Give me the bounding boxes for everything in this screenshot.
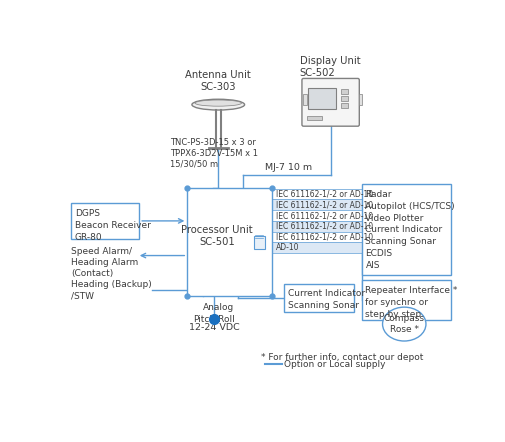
Bar	[302, 94, 306, 105]
Bar	[361, 280, 450, 320]
Text: IEC 611162-1/-2 or AD-10: IEC 611162-1/-2 or AD-10	[275, 222, 372, 231]
Text: AD-10: AD-10	[275, 244, 298, 252]
Text: Speed Alarm/
Heading Alarm
(Contact): Speed Alarm/ Heading Alarm (Contact)	[71, 247, 138, 278]
Text: Heading (Backup)
/STW: Heading (Backup) /STW	[71, 280, 152, 300]
Bar	[306, 116, 322, 120]
FancyBboxPatch shape	[254, 236, 264, 248]
Bar	[272, 199, 361, 210]
Text: Current Indicator
Scanning Sonar: Current Indicator Scanning Sonar	[287, 290, 365, 310]
Ellipse shape	[191, 99, 244, 110]
Text: Option or Local supply: Option or Local supply	[284, 360, 385, 369]
Text: Radar
Autopilot (HCS/TCS)
Video Plotter
Current Indicator
Scanning Sonar
ECDIS
A: Radar Autopilot (HCS/TCS) Video Plotter …	[365, 190, 454, 270]
Text: Analog
Pitch/Roll: Analog Pitch/Roll	[192, 303, 234, 324]
Bar	[358, 94, 362, 105]
Bar	[361, 184, 450, 275]
Ellipse shape	[194, 100, 241, 106]
Bar	[341, 103, 347, 108]
Bar	[284, 284, 353, 312]
Bar	[272, 243, 361, 253]
Text: MJ-7 10 m: MJ-7 10 m	[264, 163, 311, 171]
Text: Display Unit
SC-502: Display Unit SC-502	[299, 56, 360, 78]
Text: IEC 611162-1/-2 or AD-10: IEC 611162-1/-2 or AD-10	[275, 190, 372, 198]
Text: IEC 611162-1/-2 or AD-10: IEC 611162-1/-2 or AD-10	[275, 200, 372, 209]
Bar	[341, 96, 347, 101]
Text: IEC 611162-1/-2 or AD-10: IEC 611162-1/-2 or AD-10	[275, 211, 372, 220]
Bar	[341, 89, 347, 94]
Text: IEC 611162-1/-2 or AD-10: IEC 611162-1/-2 or AD-10	[275, 232, 372, 242]
Text: Processor Unit
SC-501: Processor Unit SC-501	[181, 225, 252, 247]
Text: Antenna Unit
SC-303: Antenna Unit SC-303	[185, 70, 250, 91]
Text: 12-24 VDC: 12-24 VDC	[189, 323, 239, 332]
Text: * For further info, contact our depot: * For further info, contact our depot	[261, 353, 422, 362]
FancyBboxPatch shape	[301, 78, 359, 126]
Bar	[187, 188, 272, 296]
Text: Repeater Interface *
for synchro or
step by step: Repeater Interface * for synchro or step…	[365, 286, 457, 319]
Text: DGPS
Beacon Receiver
GR-80: DGPS Beacon Receiver GR-80	[75, 210, 150, 242]
Bar	[71, 203, 139, 239]
Text: Compass
Rose *: Compass Rose *	[383, 314, 424, 334]
Text: TNC-PS-3D-15 x 3 or
TPPX6-3D2V-15M x 1
15/30/50 m: TNC-PS-3D-15 x 3 or TPPX6-3D2V-15M x 1 1…	[170, 138, 258, 168]
Ellipse shape	[382, 307, 425, 341]
Bar	[272, 221, 361, 232]
Bar	[308, 88, 335, 109]
